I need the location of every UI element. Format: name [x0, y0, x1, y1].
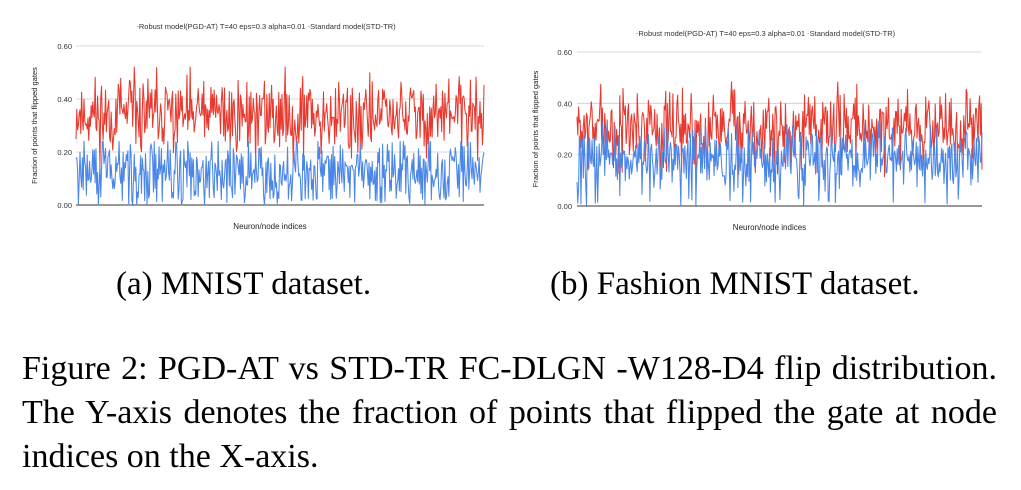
- y-tick-label: 0.20: [557, 151, 572, 160]
- legend-swatch: -: [306, 22, 311, 31]
- legend-swatch: -: [805, 29, 810, 38]
- y-tick-label: 0.60: [57, 42, 72, 51]
- series-line-standard-std-tr: [75, 140, 485, 206]
- series-line-robust-pgd-at: [576, 81, 983, 178]
- legend-swatch: -: [636, 29, 639, 38]
- legend-entry: Standard model(STD-TR): [810, 29, 896, 38]
- legend-entry: Robust model(PGD-AT) T=40 eps=0.3 alpha=…: [638, 29, 805, 38]
- series-line-standard-std-tr: [576, 120, 983, 207]
- y-tick-label: 0.00: [57, 201, 72, 210]
- y-tick-label: 0.00: [557, 202, 572, 211]
- x-axis-label: Neuron/node indices: [733, 223, 806, 232]
- subcaption-mnist: (a) MNIST dataset.: [116, 266, 372, 302]
- x-axis-label: Neuron/node indices: [233, 222, 306, 231]
- series-line-robust-pgd-at: [75, 66, 485, 168]
- y-tick-label: 0.40: [57, 95, 72, 104]
- figure-caption: Figure 2: PGD-AT vs STD-TR FC-DLGN -W128…: [22, 350, 997, 475]
- chart-fashion-mnist: 0.00 0.20 0.40 0.60 -Robust model(PGD-AT) T=…: [531, 29, 983, 232]
- chart-mnist: 0.00 0.20 0.40 0.60 -Robust model(PGD-AT) T=…: [30, 22, 485, 231]
- y-tick-label: 0.60: [557, 48, 572, 57]
- y-tick-label: 0.20: [57, 148, 72, 157]
- chart-panel-mnist: 0.00 0.20 0.40 0.60 -Robust model(PGD-AT) T=…: [0, 0, 510, 250]
- y-axis-label: Fraction of points that flipped gates: [30, 67, 39, 184]
- legend-entry: Standard model(STD-TR): [310, 22, 396, 31]
- legend: -Robust model(PGD-AT) T=40 eps=0.3 alpha…: [636, 29, 896, 38]
- legend-entry: Robust model(PGD-AT) T=40 eps=0.3 alpha=…: [139, 22, 306, 31]
- y-tick-label: 0.40: [557, 99, 572, 108]
- y-axis-label: Fraction of points that flipped gates: [531, 70, 540, 187]
- subcaption-fashion-mnist: (b) Fashion MNIST dataset.: [550, 266, 920, 302]
- legend-swatch: -: [136, 22, 139, 31]
- legend: -Robust model(PGD-AT) T=40 eps=0.3 alpha…: [136, 22, 396, 31]
- chart-panel-fashion-mnist: 0.00 0.20 0.40 0.60 -Robust model(PGD-AT) T=…: [510, 0, 1021, 250]
